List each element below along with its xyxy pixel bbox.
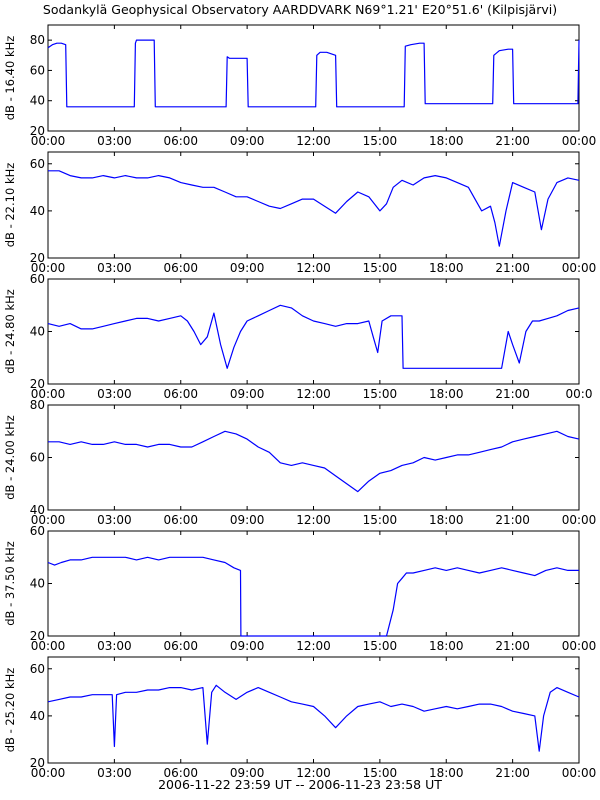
x-tick-label: 03:00	[97, 639, 132, 653]
x-tick-label: 21:00	[495, 513, 530, 527]
x-tick-label: 18:00	[429, 261, 464, 275]
panel-3: 20 40 60 00:00 03:00 06:00 09:00 12:00 15:00 18:0…	[3, 272, 592, 401]
x-tick-label: 09:00	[230, 766, 265, 780]
y-tick-label: 40	[30, 94, 45, 108]
y-axis-label: dB - 37.50 kHz	[3, 541, 17, 626]
y-axis-label: dB - 16.40 kHz	[3, 36, 17, 121]
x-tick-label: 15:00	[363, 513, 398, 527]
x-tick-label: 00:00	[31, 513, 66, 527]
x-tick-label: 00:00	[31, 387, 66, 401]
y-axis-label: dB - 25.20 kHz	[3, 668, 17, 753]
x-tick-label: 21:00	[495, 766, 530, 780]
y-tick-label: 60	[30, 524, 45, 538]
y-tick-label: 40	[30, 325, 45, 339]
y-tick-label: 80	[30, 33, 45, 47]
x-tick-label: 12:00	[296, 261, 331, 275]
x-tick-label: 06:00	[163, 513, 198, 527]
x-tick-label: 06:00	[163, 261, 198, 275]
y-axis-label: dB - 22.10 kHz	[3, 163, 17, 248]
x-tick-label: 00:00	[31, 639, 66, 653]
panel-1: 20 40 60 80 00:00 03:00 06:00 09:00 12:00 15:00 18…	[3, 24, 597, 148]
x-tick-label: 15:00	[363, 261, 398, 275]
y-tick-label: 60	[30, 63, 45, 77]
x-tick-label: 09:00	[230, 261, 265, 275]
x-tick-label: 18:00	[429, 134, 464, 148]
y-tick-label: 40	[30, 577, 45, 591]
x-tick-label: 15:00	[363, 766, 398, 780]
x-tick-label: 03:00	[97, 513, 132, 527]
x-tick-label: 00:00	[562, 261, 597, 275]
x-tick-label: 00:00	[31, 766, 66, 780]
panel-2: 20 40 60 00:00 03:00 06:00 09:00 12:00 15:00 18:0…	[3, 151, 597, 275]
x-tick-label: 15:00	[363, 639, 398, 653]
series-line	[47, 304, 580, 369]
x-tick-label: 00:00	[31, 261, 66, 275]
y-axis-label: dB - 24.00 kHz	[3, 415, 17, 500]
x-tick-label: 18:00	[429, 766, 464, 780]
y-tick-label: 40	[30, 503, 45, 517]
plot-frame	[47, 404, 580, 511]
x-tick-label: 06:00	[163, 387, 198, 401]
x-tick-label: 12:00	[296, 134, 331, 148]
y-tick-label: 20	[30, 756, 45, 770]
plot-frame	[47, 151, 580, 259]
y-tick-label: 60	[30, 451, 45, 465]
series-line	[47, 684, 580, 752]
x-tick-label: 06:00	[163, 766, 198, 780]
x-tick-label: 15:00	[363, 134, 398, 148]
y-tick-label: 20	[30, 629, 45, 643]
x-tick-label: 21:00	[495, 639, 530, 653]
x-tick-label: 03:00	[97, 261, 132, 275]
x-tick-label: 03:00	[97, 766, 132, 780]
x-tick-label: 21:00	[495, 134, 530, 148]
plot-frame	[47, 656, 580, 764]
y-tick-label: 20	[30, 377, 45, 391]
panel-4: 40 60 80 00:00 03:00 06:00 09:00 12:00 15:00 18:0…	[3, 398, 596, 527]
y-tick-label: 60	[30, 662, 45, 676]
x-tick-label: 21:00	[495, 261, 530, 275]
x-tick-label: 15:00	[363, 387, 398, 401]
x-tick-label: 09:00	[230, 513, 265, 527]
y-tick-label: 60	[30, 272, 45, 286]
series-line	[47, 556, 579, 637]
x-tick-label: 12:00	[296, 639, 331, 653]
plot-frame	[47, 530, 580, 637]
x-tick-label: 21:00	[495, 387, 530, 401]
x-tick-label: 00:00	[562, 134, 597, 148]
y-tick-label: 80	[30, 398, 45, 412]
x-tick-label: 12:00	[296, 387, 331, 401]
x-tick-label: 06:00	[163, 639, 198, 653]
series-line	[48, 430, 580, 493]
panel-6: 20 40 60 00:00 03:00 06:00 09:00 12:00 15:00 18:0…	[3, 656, 597, 780]
x-tick-label: 03:00	[97, 134, 132, 148]
x-tick-label: 09:00	[230, 134, 265, 148]
x-tick-label: 18:00	[429, 513, 464, 527]
y-tick-label: 20	[30, 251, 45, 265]
series-line	[48, 170, 580, 247]
x-tick-label: 12:00	[296, 513, 331, 527]
x-tick-label: 00:0	[566, 387, 593, 401]
y-axis-label: dB - 24.80 kHz	[3, 289, 17, 374]
y-tick-label: 40	[30, 204, 45, 218]
panel-5: 20 40 60 00:00 03:00 06:00 09:00 12:00 15:00 18:0…	[3, 524, 596, 653]
y-tick-label: 40	[30, 709, 45, 723]
x-tick-label: 12:00	[296, 766, 331, 780]
x-tick-label: 00:00	[31, 134, 66, 148]
chart-title: Sodankylä Geophysical Observatory AARDDV…	[42, 2, 558, 17]
x-tick-label: 09:00	[230, 387, 265, 401]
x-tick-label: 18:00	[429, 639, 464, 653]
x-tick-label: 03:00	[97, 387, 132, 401]
time-range-footer: 2006-11-22 23:59 UT -- 2006-11-23 23:58 …	[158, 777, 442, 792]
plot-frame	[47, 24, 580, 132]
x-tick-label: 06:00	[163, 134, 198, 148]
x-tick-label: 00:00	[562, 639, 597, 653]
x-tick-label: 09:00	[230, 639, 265, 653]
y-tick-label: 60	[30, 157, 45, 171]
x-tick-label: 18:00	[429, 387, 464, 401]
series-line	[47, 39, 580, 108]
y-tick-label: 20	[30, 124, 45, 138]
x-tick-label: 00:00	[562, 766, 597, 780]
x-tick-label: 00:00	[562, 513, 597, 527]
